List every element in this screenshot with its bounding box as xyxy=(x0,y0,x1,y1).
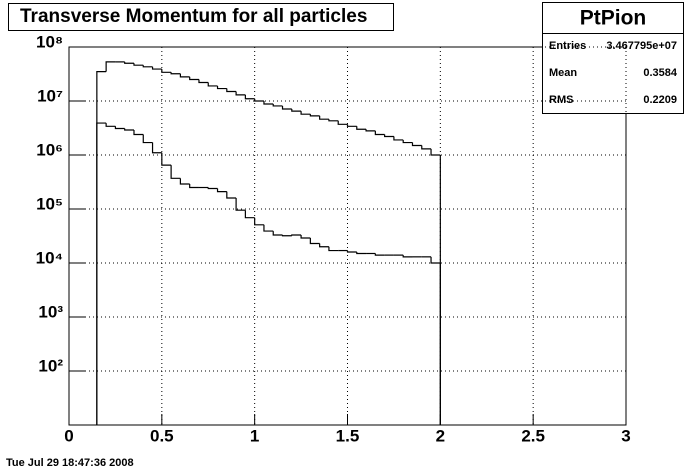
histogram-step xyxy=(328,246,339,252)
stats-box xyxy=(542,2,684,114)
x-tick-label: 3 xyxy=(621,426,630,445)
histogram-step xyxy=(133,63,144,66)
x-tick-label: 2.5 xyxy=(521,426,545,445)
histogram-step xyxy=(235,91,246,96)
histogram-step xyxy=(124,61,134,64)
histogram-step xyxy=(430,148,441,156)
histogram-step xyxy=(309,114,320,117)
histogram-step xyxy=(114,126,125,130)
histogram-step xyxy=(365,129,376,132)
histogram-step xyxy=(189,76,199,81)
stats-value: 0.3584 xyxy=(643,67,678,79)
stats-label: Mean xyxy=(549,67,577,79)
histogram-step xyxy=(421,145,432,150)
histogram-step xyxy=(393,136,404,141)
x-tick-label: 2 xyxy=(436,426,445,445)
histogram-step xyxy=(105,61,116,72)
y-tick-label: 10³ xyxy=(38,302,63,321)
histogram-step xyxy=(105,123,116,127)
histogram-step xyxy=(207,187,218,190)
histogram-step xyxy=(142,65,153,68)
histogram-step xyxy=(272,103,283,107)
histogram-step xyxy=(300,235,311,239)
histogram-step xyxy=(254,98,264,102)
histogram-step xyxy=(170,165,181,179)
histogram-step xyxy=(291,109,302,112)
histogram-step xyxy=(96,122,107,425)
x-tick-label: 0 xyxy=(64,426,73,445)
histogram-step xyxy=(291,234,302,236)
histogram-step xyxy=(319,243,329,248)
histogram-step xyxy=(263,101,274,105)
histogram-step xyxy=(151,142,162,154)
histogram-step xyxy=(244,210,255,219)
histogram-step xyxy=(124,128,134,131)
histogram-step xyxy=(198,79,209,84)
histogram-step xyxy=(151,66,162,70)
histogram-step xyxy=(319,115,329,120)
y-tick-label: 10⁶ xyxy=(36,140,63,159)
histogram-step xyxy=(216,188,227,193)
histogram-step xyxy=(254,217,264,226)
x-tick-label: 0.5 xyxy=(150,426,174,445)
histogram-step xyxy=(207,82,218,87)
histogram-step xyxy=(244,94,255,100)
histogram-step xyxy=(272,231,283,236)
y-tick-label: 10⁷ xyxy=(37,86,63,105)
y-tick-label: 10⁵ xyxy=(36,194,63,213)
histogram-step xyxy=(346,124,357,127)
histogram-step xyxy=(430,256,441,264)
histogram-step xyxy=(356,126,367,130)
histogram-step xyxy=(281,105,292,110)
stats-label: RMS xyxy=(549,94,573,106)
chart-title: Transverse Momentum for all particles xyxy=(20,6,367,27)
histogram-step xyxy=(402,139,413,144)
histogram-step xyxy=(374,130,385,136)
histogram-step xyxy=(161,69,172,73)
histogram-step xyxy=(384,134,394,138)
y-tick-label: 10⁸ xyxy=(36,32,63,51)
histogram-step xyxy=(328,119,339,122)
footer-date: Tue Jul 29 18:47:36 2008 xyxy=(6,457,134,469)
histogram-step xyxy=(161,152,172,166)
histogram-step xyxy=(179,73,190,78)
stats-label: Entries xyxy=(549,40,586,52)
plot-frame xyxy=(68,46,627,426)
title-box xyxy=(8,3,394,31)
histogram-step xyxy=(235,197,246,211)
x-tick-label: 1 xyxy=(250,426,259,445)
y-tick-label: 10² xyxy=(38,356,63,375)
histogram-step xyxy=(142,134,153,144)
histogram-step xyxy=(226,88,237,93)
stats-title: PtPion xyxy=(580,7,647,30)
histogram-step xyxy=(337,120,348,125)
histogram-step xyxy=(356,251,367,255)
histogram-step xyxy=(133,130,144,136)
histogram-step xyxy=(179,178,190,185)
histogram-step xyxy=(216,85,227,90)
histogram-step xyxy=(281,235,292,237)
y-tick-label: 10⁴ xyxy=(36,248,63,267)
histogram-step xyxy=(374,253,385,256)
histogram-step xyxy=(189,184,199,189)
histogram-step xyxy=(226,191,237,199)
stats-value: 0.2209 xyxy=(643,94,677,106)
histogram-step xyxy=(309,238,320,245)
histogram-step xyxy=(300,111,311,115)
histogram-step xyxy=(263,224,274,232)
histogram-step xyxy=(402,255,413,258)
x-tick-label: 1.5 xyxy=(336,426,360,445)
histogram-step xyxy=(411,142,422,147)
stats-value: 3.467795e+07 xyxy=(606,40,677,52)
histogram-step xyxy=(346,250,357,253)
histogram-step xyxy=(170,72,181,75)
